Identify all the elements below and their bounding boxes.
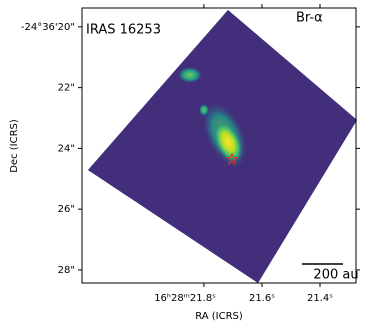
y-tick-label: 22" <box>58 83 75 94</box>
x-tick-label: 21.4ˢ <box>307 293 333 304</box>
y-tick-label: -24°36'20" <box>21 22 75 33</box>
y-tick-label: 26" <box>58 204 75 215</box>
chart-title: IRAS 16253 <box>86 23 161 38</box>
chart-subtitle: Br-α <box>296 11 323 26</box>
x-axis-label: RA (ICRS) <box>195 311 243 322</box>
plot-frame <box>81 7 357 284</box>
x-tick-label: 21.6ˢ <box>249 293 275 304</box>
y-tick-label: 24" <box>58 143 75 154</box>
image <box>88 10 357 283</box>
scale-label: 200 au <box>313 268 358 283</box>
y-axis-label: Dec (ICRS) <box>9 119 20 173</box>
y-tick-label: 28" <box>58 265 75 276</box>
x-tick-label: 16ʰ28ᵐ21.8ˢ <box>154 293 216 304</box>
